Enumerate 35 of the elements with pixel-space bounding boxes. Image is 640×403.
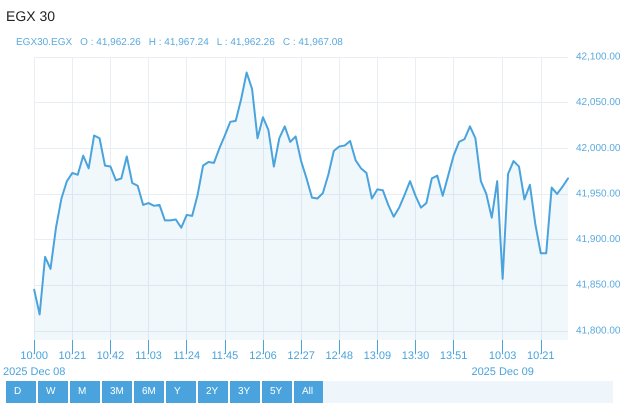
- x-tick-label: 12:27: [287, 350, 315, 362]
- x-tick-label: 10:42: [96, 350, 124, 362]
- text: W: [38, 381, 68, 403]
- y-tick-label: 42,000.00: [576, 142, 621, 154]
- x-tick-label: 13:09: [364, 350, 392, 362]
- text: L : 41,962.26: [216, 37, 275, 48]
- y-tick-label: 42,050.00: [576, 97, 621, 108]
- text: Y: [166, 381, 196, 403]
- x-tick-label: 11:45: [211, 350, 238, 362]
- x-tick-label: 12:48: [325, 350, 353, 362]
- y-tick-label: 41,950.00: [576, 188, 621, 200]
- x-tick-label: 13:30: [402, 350, 430, 362]
- text: All: [294, 381, 324, 403]
- y-tick-label: 42,100.00: [576, 52, 621, 62]
- x-tick-label: 10:21: [58, 350, 86, 362]
- text: D: [6, 381, 36, 403]
- y-tick-label: 41,850.00: [576, 280, 621, 291]
- text: 3Y: [230, 381, 260, 403]
- y-tick-label: 41,900.00: [576, 234, 621, 246]
- text: 6M: [134, 381, 164, 403]
- text: O : 41,962.26: [80, 37, 141, 48]
- chart-title: EGX 30: [6, 8, 56, 24]
- y-tick-label: 41,800.00: [576, 325, 621, 336]
- text: H : 41,967.24: [148, 37, 209, 48]
- x-tick-label: 10:21: [527, 350, 555, 362]
- text: M: [70, 381, 100, 403]
- text: EGX30.EGX: [16, 37, 72, 48]
- x-tick-label: 13:51: [440, 350, 468, 362]
- text: 3M: [102, 381, 132, 403]
- x-tick-label: 12:06: [249, 350, 277, 362]
- x-tick-label: 11:24: [173, 350, 200, 362]
- x-tick-label: 11:03: [135, 350, 162, 362]
- text: 2Y: [198, 381, 228, 403]
- text: 5Y: [262, 381, 292, 403]
- text: C : 41,967.08: [282, 37, 343, 48]
